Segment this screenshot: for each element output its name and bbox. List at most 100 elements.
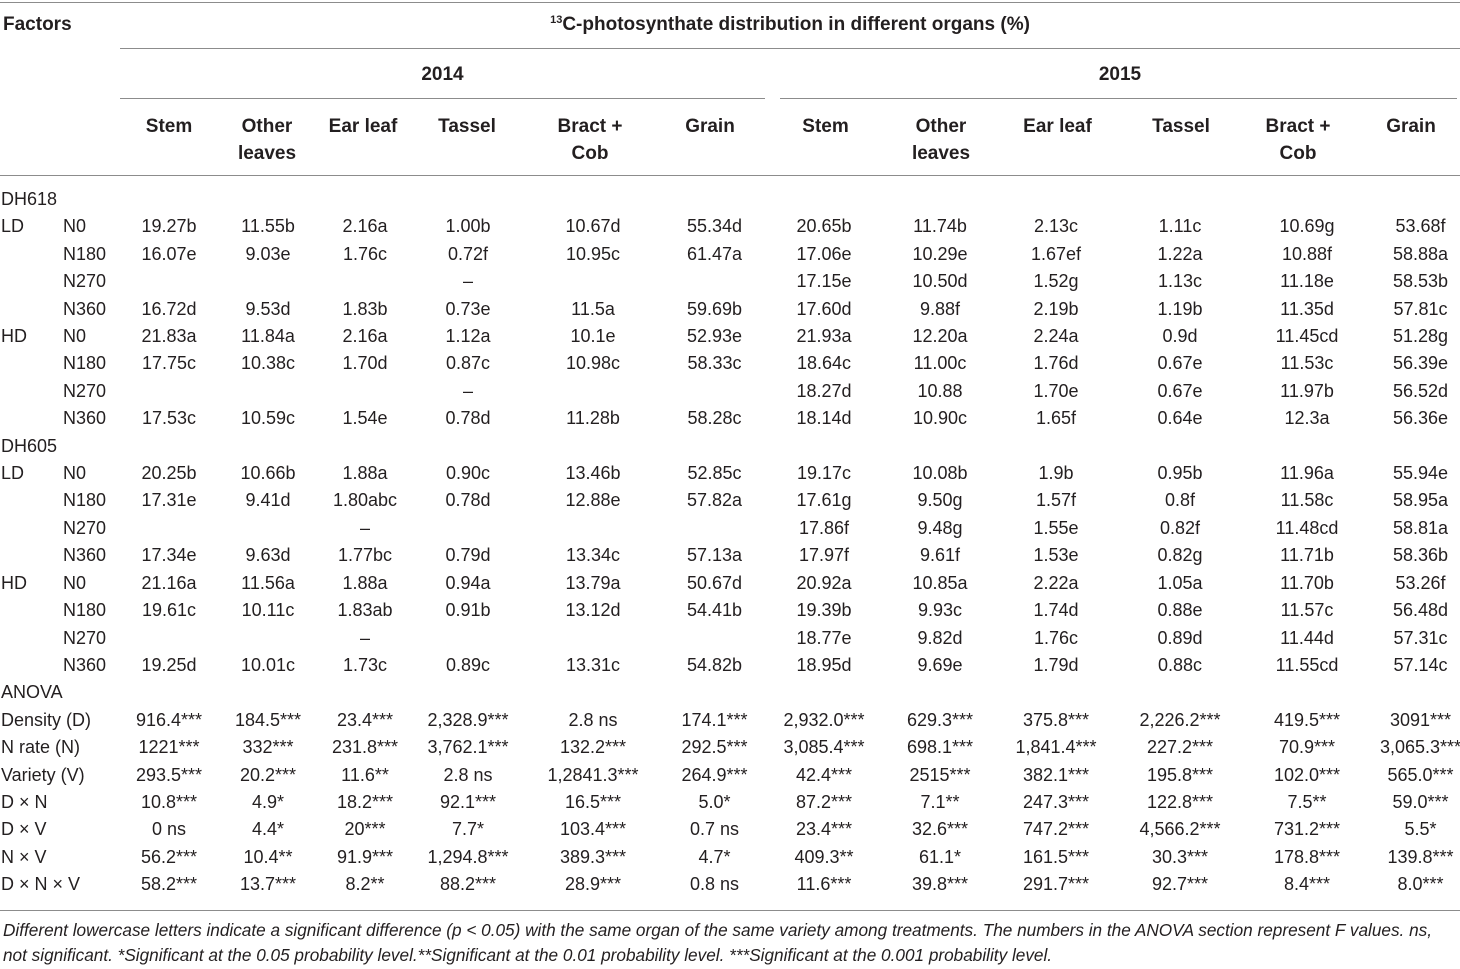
table-row: D × N × V 58.2*** 13.7*** 8.2** 88.2*** 28.9*… — [0, 871, 1460, 898]
value-cell: 419.5*** — [1273, 709, 1341, 730]
value-cell: 53.68f — [1395, 216, 1446, 237]
value-cell: 59.69b — [686, 298, 743, 319]
value-cell: 18.64c — [796, 353, 852, 374]
value-cell: 9.88f — [919, 298, 961, 319]
value-cell: 23.4*** — [795, 819, 853, 840]
value-cell — [524, 433, 662, 460]
value-cell: 10.95c — [565, 243, 621, 264]
value-cell: 10.50d — [912, 271, 968, 292]
value-cell: 10.38c — [240, 353, 296, 374]
value-cell — [999, 433, 1113, 460]
table-row: N270 – 17.86f 9.48g 1.55e 0.82f 11.48cd 58.81a — [0, 515, 1460, 542]
row-factor-cell: ANOVA — [1, 682, 63, 703]
value-cell: 39.8*** — [911, 874, 969, 895]
organ-header-2015-ear-leaf: Ear leaf — [1023, 116, 1092, 137]
value-cell: 18.27d — [796, 380, 852, 401]
value-cell — [412, 515, 524, 542]
value-cell — [1367, 679, 1460, 706]
value-cell: 9.41d — [245, 490, 291, 511]
value-cell: 16.72d — [141, 298, 197, 319]
value-cell: 56.39e — [1392, 353, 1449, 374]
organ-header-2015-other-leaves: Other leaves — [911, 116, 971, 164]
table-row: N360 17.34e 9.63d 1.77bc 0.79d 13.34c 57.13a 17… — [0, 542, 1460, 569]
value-cell: 1.74d — [1033, 600, 1079, 621]
organ-header-2014-grain: Grain — [685, 116, 735, 137]
value-cell — [218, 679, 318, 706]
value-cell: 13.12d — [565, 600, 621, 621]
table-row: Variety (V) 293.5*** 20.2*** 11.6** 2.8 ns 1,… — [0, 762, 1460, 789]
value-cell: 0.88c — [1157, 654, 1203, 675]
table-row: N × V 56.2*** 10.4** 91.9*** 1,294.8*** 389.3… — [0, 844, 1460, 871]
value-cell: 11.48cd — [1275, 517, 1339, 538]
value-cell — [1247, 679, 1367, 706]
value-cell: 0.95b — [1157, 463, 1203, 484]
value-cell: 8.0*** — [1397, 874, 1444, 895]
value-cell: 1,2841.3*** — [547, 764, 639, 785]
value-cell — [120, 378, 218, 405]
row-nrate-cell: N270 — [63, 517, 107, 538]
value-cell: 9.03e — [245, 243, 291, 264]
value-cell: 18.77e — [796, 627, 852, 648]
value-cell: 11.18e — [1280, 271, 1334, 292]
value-cell: 88.2*** — [439, 874, 497, 895]
table-row: N180 19.61c 10.11c 1.83ab 0.91b 13.12d 54.41b 1… — [0, 597, 1460, 624]
value-cell: 57.81c — [1393, 298, 1448, 319]
value-cell: 58.95a — [1392, 490, 1449, 511]
value-cell: 4.9* — [251, 791, 285, 812]
value-cell: 11.35d — [1280, 298, 1334, 319]
value-cell: 10.67d — [565, 216, 621, 237]
row-factor-cell — [0, 542, 63, 569]
value-cell: 1.76c — [342, 243, 388, 264]
value-cell — [120, 515, 218, 542]
value-cell: 2.16a — [342, 216, 388, 237]
table-row: Density (D) 916.4*** 184.5*** 23.4*** 2,328.… — [0, 707, 1460, 734]
value-cell: 13.31c — [565, 654, 621, 675]
value-cell: 17.06e — [796, 243, 852, 264]
value-cell: 58.53b — [1392, 271, 1449, 292]
table-row: DH605 — [0, 433, 1460, 460]
row-factor-cell — [0, 515, 63, 542]
value-cell: 375.8*** — [1022, 709, 1090, 730]
table-row: N270 – 17.15e 10.50d 1.52g 1.13c 11.18e 58.53b — [0, 268, 1460, 295]
value-cell: 10.8*** — [140, 791, 198, 812]
value-cell — [767, 186, 881, 213]
value-cell: 58.36b — [1392, 545, 1449, 566]
value-cell: 291.7*** — [1022, 874, 1090, 895]
value-cell: 10.59c — [240, 408, 296, 429]
value-cell — [318, 378, 412, 405]
table-row: LD N0 20.25b 10.66b 1.88a 0.90c 13.46b 52.85c 19… — [0, 460, 1460, 487]
value-cell: 4.4* — [251, 819, 285, 840]
value-cell: 103.4*** — [559, 819, 627, 840]
value-cell — [120, 679, 218, 706]
value-cell: 382.1*** — [1022, 764, 1090, 785]
value-cell: 1.83ab — [337, 600, 393, 621]
value-cell: 42.4*** — [795, 764, 853, 785]
value-cell: 10.1e — [570, 326, 616, 347]
value-cell: 11.57c — [1280, 600, 1334, 621]
value-cell: 87.2*** — [795, 791, 853, 812]
value-cell: 1.88a — [342, 572, 388, 593]
value-cell: 389.3*** — [559, 846, 627, 867]
value-cell: 58.28c — [687, 408, 742, 429]
value-cell — [1367, 186, 1460, 213]
data-table: DH618 LD N0 19.27b 11.55b 2.16a 1.00b 10.67d 55.… — [0, 186, 1460, 899]
organ-header-2014-tassel: Tassel — [438, 116, 496, 137]
value-cell: 2.19b — [1033, 298, 1079, 319]
value-cell: 11.28b — [566, 408, 620, 429]
value-cell: 1.12a — [445, 326, 491, 347]
value-cell: 731.2*** — [1273, 819, 1341, 840]
value-cell: 1.55e — [1033, 517, 1079, 538]
value-cell: 70.9*** — [1278, 737, 1336, 758]
value-cell: 1.80abc — [332, 490, 398, 511]
value-cell: 2,328.9*** — [427, 709, 509, 730]
value-cell: 16.07e — [141, 243, 197, 264]
value-cell: 4.7* — [698, 846, 731, 867]
value-cell: 12.20a — [912, 326, 968, 347]
value-cell: 11.6*** — [796, 874, 852, 895]
organ-header-2015-bract-cob: Bract + Cob — [1265, 116, 1331, 164]
value-cell: 1.79d — [1033, 654, 1079, 675]
value-cell: 59.0*** — [1392, 791, 1449, 812]
value-cell: 0.9d — [1162, 326, 1198, 347]
value-cell: 20*** — [344, 819, 386, 840]
value-cell: 1.67ef — [1030, 243, 1082, 264]
